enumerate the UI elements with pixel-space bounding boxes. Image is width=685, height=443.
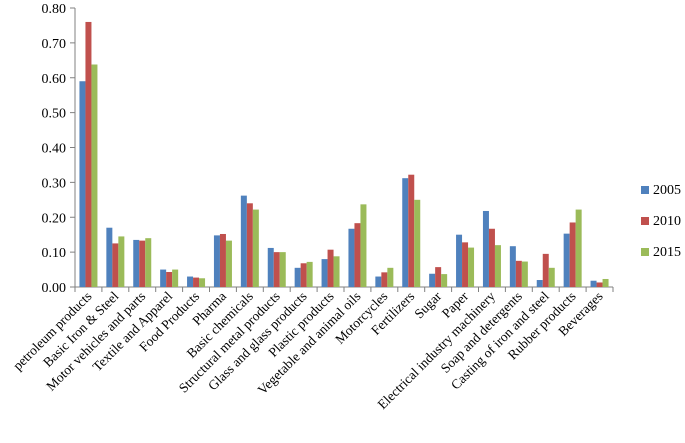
bar-2005-11 <box>375 276 382 287</box>
bar-2005-14 <box>456 234 463 287</box>
bar-2005-16 <box>509 246 516 287</box>
bar-2010-5 <box>219 233 226 287</box>
bar-2005-3 <box>160 269 167 287</box>
bar-2010-11 <box>381 272 388 287</box>
bar-2005-1 <box>106 227 113 287</box>
bar-2010-15 <box>488 228 495 287</box>
chart-legend: 2005 2010 2015 <box>641 183 681 260</box>
bar-2015-11 <box>387 267 394 287</box>
bar-2010-6 <box>246 203 253 287</box>
bar-2005-6 <box>240 195 247 287</box>
bar-2010-12 <box>408 174 415 287</box>
bar-2005-8 <box>294 267 301 287</box>
bar-2010-18 <box>569 222 576 287</box>
bar-2005-9 <box>321 259 328 287</box>
bar-2015-16 <box>521 261 528 287</box>
bar-2015-13 <box>441 274 448 287</box>
bar-2015-12 <box>414 199 421 287</box>
x-category-label: Sugar <box>411 288 444 321</box>
bar-2010-2 <box>139 240 146 287</box>
bar-2010-9 <box>327 249 334 287</box>
y-tick-label: 0.00 <box>42 281 67 296</box>
bar-2010-16 <box>515 260 522 287</box>
bar-2005-19 <box>590 280 597 287</box>
bar-2015-14 <box>468 247 475 287</box>
bar-2005-4 <box>187 276 194 287</box>
legend-swatch-2010 <box>641 217 649 225</box>
bar-2010-10 <box>354 223 361 287</box>
bar-2015-18 <box>575 209 582 287</box>
legend-swatch-2015 <box>641 248 649 256</box>
legend-swatch-2005 <box>641 186 649 194</box>
bar-2015-1 <box>118 236 125 287</box>
bar-2015-7 <box>279 252 286 288</box>
bar-2010-19 <box>596 282 603 287</box>
y-tick-label: 0.50 <box>42 107 67 122</box>
bar-2015-15 <box>494 245 501 287</box>
bar-2015-4 <box>199 278 206 287</box>
bar-2010-17 <box>542 253 549 287</box>
bar-2005-2 <box>133 239 140 287</box>
bar-2010-1 <box>112 243 119 287</box>
y-axis-tick-labels: 0.00 0.10 0.20 0.30 0.40 0.50 0.60 0.70 0.80 <box>42 2 67 296</box>
chart-bars <box>79 21 609 288</box>
bar-2015-6 <box>252 209 259 287</box>
bar-2010-8 <box>300 263 307 287</box>
y-tick-label: 0.30 <box>42 176 67 191</box>
bar-2015-9 <box>333 256 340 287</box>
bar-2010-14 <box>462 242 469 287</box>
bar-2015-10 <box>360 204 367 287</box>
bar-2010-13 <box>435 267 442 287</box>
bar-2005-18 <box>563 233 570 287</box>
bar-2005-13 <box>429 273 436 287</box>
bar-2005-17 <box>536 280 543 287</box>
bar-2015-17 <box>548 267 555 287</box>
bar-2015-5 <box>225 240 232 287</box>
bar-2015-0 <box>91 64 98 287</box>
y-tick-label: 0.10 <box>42 246 67 261</box>
bar-2015-3 <box>172 269 179 287</box>
bar-2015-19 <box>602 278 609 287</box>
bar-2005-12 <box>402 178 409 287</box>
y-tick-label: 0.40 <box>42 142 67 157</box>
legend-label-2010: 2010 <box>653 214 681 229</box>
bar-2005-7 <box>267 247 274 287</box>
y-tick-label: 0.20 <box>42 211 67 226</box>
bar-2010-4 <box>193 277 200 287</box>
bar-2010-3 <box>166 272 173 287</box>
legend-label-2005: 2005 <box>653 183 681 198</box>
y-tick-label: 0.60 <box>42 72 67 87</box>
bar-2005-15 <box>482 210 489 287</box>
bar-2015-2 <box>145 238 152 287</box>
bar-2015-8 <box>306 261 313 287</box>
y-tick-label: 0.70 <box>42 37 67 52</box>
y-tick-label: 0.80 <box>42 2 67 17</box>
chart-axes <box>70 7 614 292</box>
bar-2010-7 <box>273 252 280 288</box>
bar-2010-0 <box>85 21 92 287</box>
bar-2005-10 <box>348 228 355 287</box>
bar-2005-5 <box>213 235 220 287</box>
legend-label-2015: 2015 <box>653 245 681 260</box>
bar-2005-0 <box>79 81 86 288</box>
